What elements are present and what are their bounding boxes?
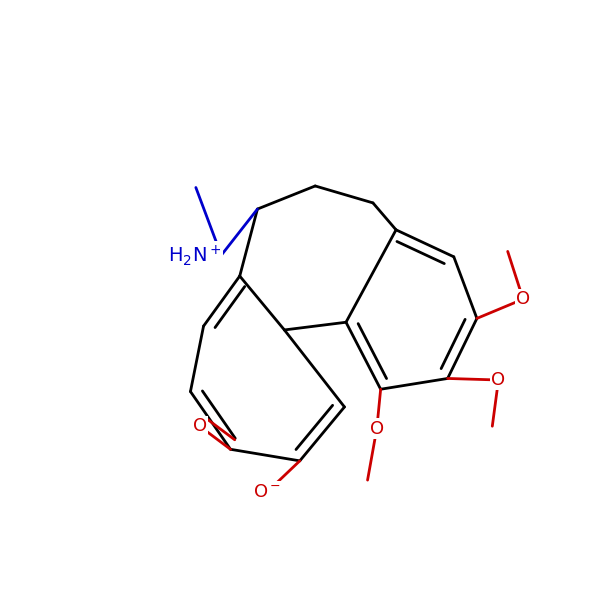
Text: O: O [193, 417, 207, 435]
Text: O: O [516, 290, 530, 308]
Text: O: O [491, 371, 506, 389]
Text: O: O [370, 419, 384, 437]
Text: $\mathsf{H_2N^+}$: $\mathsf{H_2N^+}$ [168, 243, 221, 268]
Text: O$^-$: O$^-$ [253, 482, 281, 500]
